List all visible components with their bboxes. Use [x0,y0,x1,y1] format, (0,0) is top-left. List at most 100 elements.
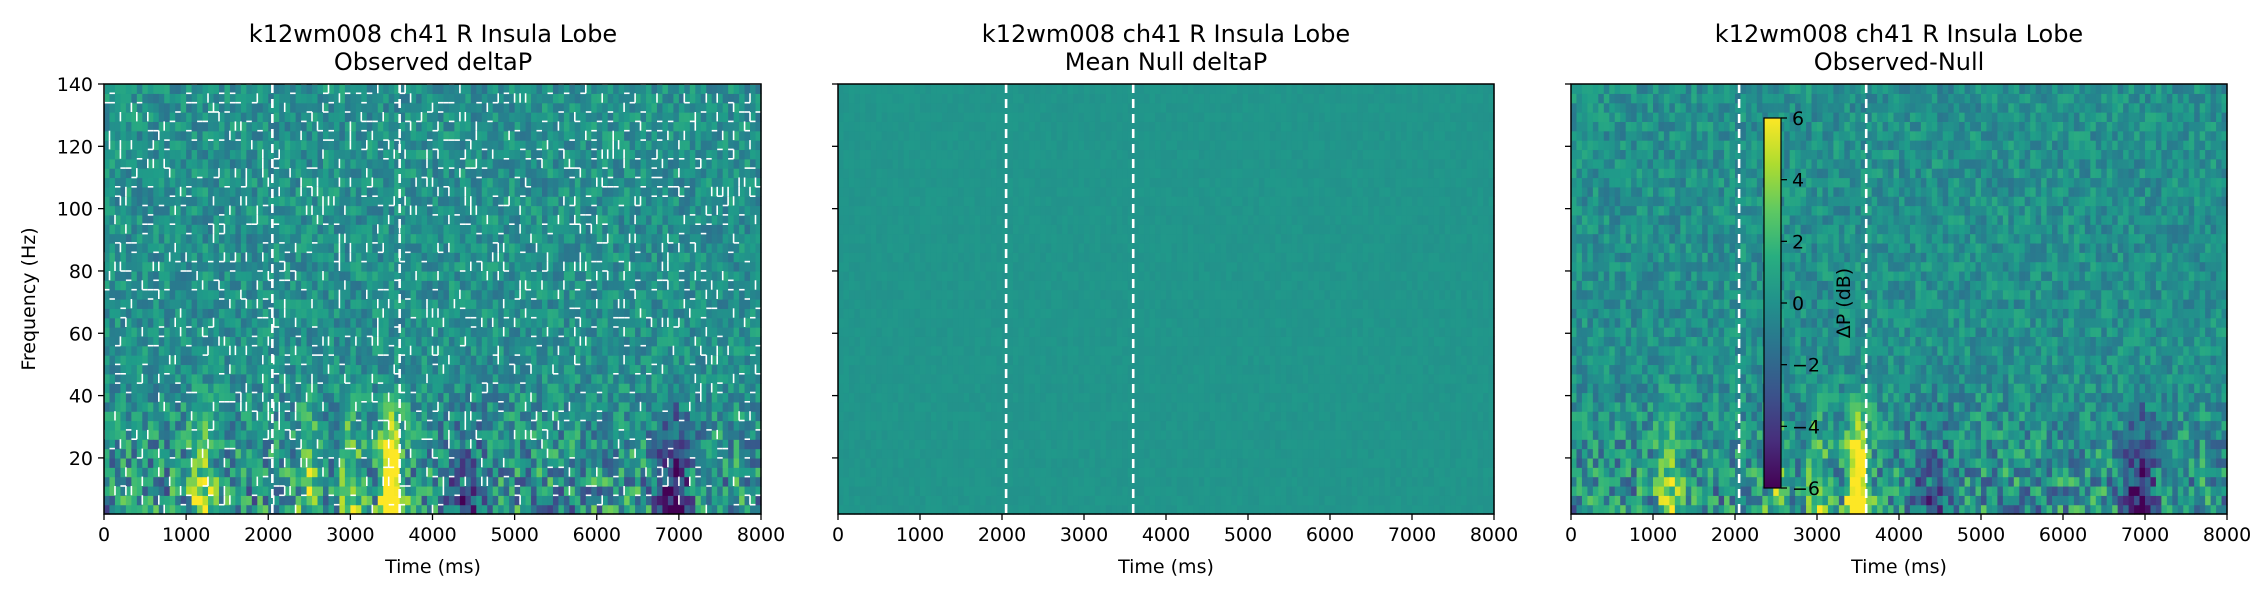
heatmap-cell [366,280,373,291]
heatmap-cell [525,280,532,291]
heatmap-cell [646,196,653,207]
heatmap-cell [301,373,308,384]
heatmap-cell [498,495,505,506]
heatmap-cell [509,149,516,160]
heatmap-cell [372,504,379,515]
heatmap-cell [344,327,351,337]
heatmap-cell [684,130,691,141]
heatmap-cell [427,448,434,459]
heatmap-cell [257,355,264,366]
heatmap-cell [109,158,116,169]
heatmap-cell [596,205,603,216]
heatmap-cell [235,289,242,300]
heatmap-cell [667,196,674,207]
heatmap-cell [673,467,680,478]
heatmap-cell [186,467,193,478]
heatmap-cell [624,280,631,291]
heatmap-cell [175,476,182,487]
heatmap-cell [323,383,330,394]
heatmap-cell [470,467,477,478]
heatmap-cell [361,373,368,384]
heatmap-cell [531,214,538,225]
heatmap-cell [410,345,417,356]
heatmap-cell [629,186,636,197]
heatmap-cell [229,401,236,412]
heatmap-cell [635,177,642,188]
heatmap-cell [574,429,581,440]
heatmap-cell [290,252,297,263]
heatmap-cell [607,205,614,216]
heatmap-cell [109,327,116,337]
heatmap-cell [476,429,483,440]
heatmap-cell [301,467,308,478]
heatmap-cell [465,224,472,235]
heatmap-cell [142,270,149,281]
heatmap-cell [520,364,527,375]
heatmap-cell [350,121,357,132]
heatmap-cell [169,317,176,328]
heatmap-cell [695,345,702,356]
heatmap-cell [618,84,625,94]
heatmap-cell [175,112,182,122]
heatmap-cell [317,327,324,337]
heatmap-cell [257,205,264,216]
heatmap-cell [175,233,182,244]
heatmap-cell [323,476,330,487]
heatmap-cell [262,93,269,104]
heatmap-cell [624,242,631,253]
heatmap-cell [355,467,362,478]
heatmap-cell [520,504,527,515]
heatmap-cell [153,261,160,272]
heatmap-cell [574,214,581,225]
heatmap-cell [169,289,176,300]
heatmap-cell [136,495,143,506]
heatmap-cell [246,242,253,253]
heatmap-cell [131,355,138,366]
heatmap-cell [186,158,193,169]
heatmap-cell [459,448,466,459]
heatmap-cell [405,289,412,300]
heatmap-cell [164,130,171,141]
heatmap-cell [536,448,543,459]
heatmap-cell [640,224,647,235]
heatmap-cell [268,392,275,403]
heatmap-cell [542,439,549,450]
heatmap-cell [186,270,193,281]
heatmap-cell [257,299,264,309]
heatmap-cell [662,130,669,141]
heatmap-cell [158,130,165,141]
heatmap-cell [558,140,565,151]
heatmap-cell [405,411,412,422]
heatmap-cell [547,186,554,197]
heatmap-cell [388,299,395,309]
heatmap-cell [317,121,324,132]
heatmap-cell [563,233,570,244]
heatmap-cell [531,299,538,309]
heatmap-cell [383,336,390,347]
heatmap-cell [405,308,412,319]
heatmap-cell [563,448,570,459]
heatmap-cell [667,401,674,412]
heatmap-cell [323,270,330,281]
heatmap-cell [131,168,138,179]
heatmap-cell [114,168,122,179]
heatmap-cell [136,401,143,412]
heatmap-cell [514,121,521,132]
heatmap-cell [542,158,549,169]
heatmap-cell [114,242,122,253]
heatmap-cell [574,495,581,506]
heatmap-cell [350,205,357,216]
heatmap-cell [295,121,302,132]
heatmap-cell [558,177,565,188]
heatmap-cell [273,504,280,515]
heatmap-cell [372,261,379,272]
heatmap-cell [240,345,247,356]
heatmap-cell [503,327,510,337]
heatmap-cell [279,336,286,347]
heatmap-cell [437,158,445,169]
heatmap-cell [262,401,269,412]
heatmap-cell [569,270,576,281]
heatmap-cell [410,242,417,253]
heatmap-cell [454,242,461,253]
heatmap-cell [383,168,390,179]
